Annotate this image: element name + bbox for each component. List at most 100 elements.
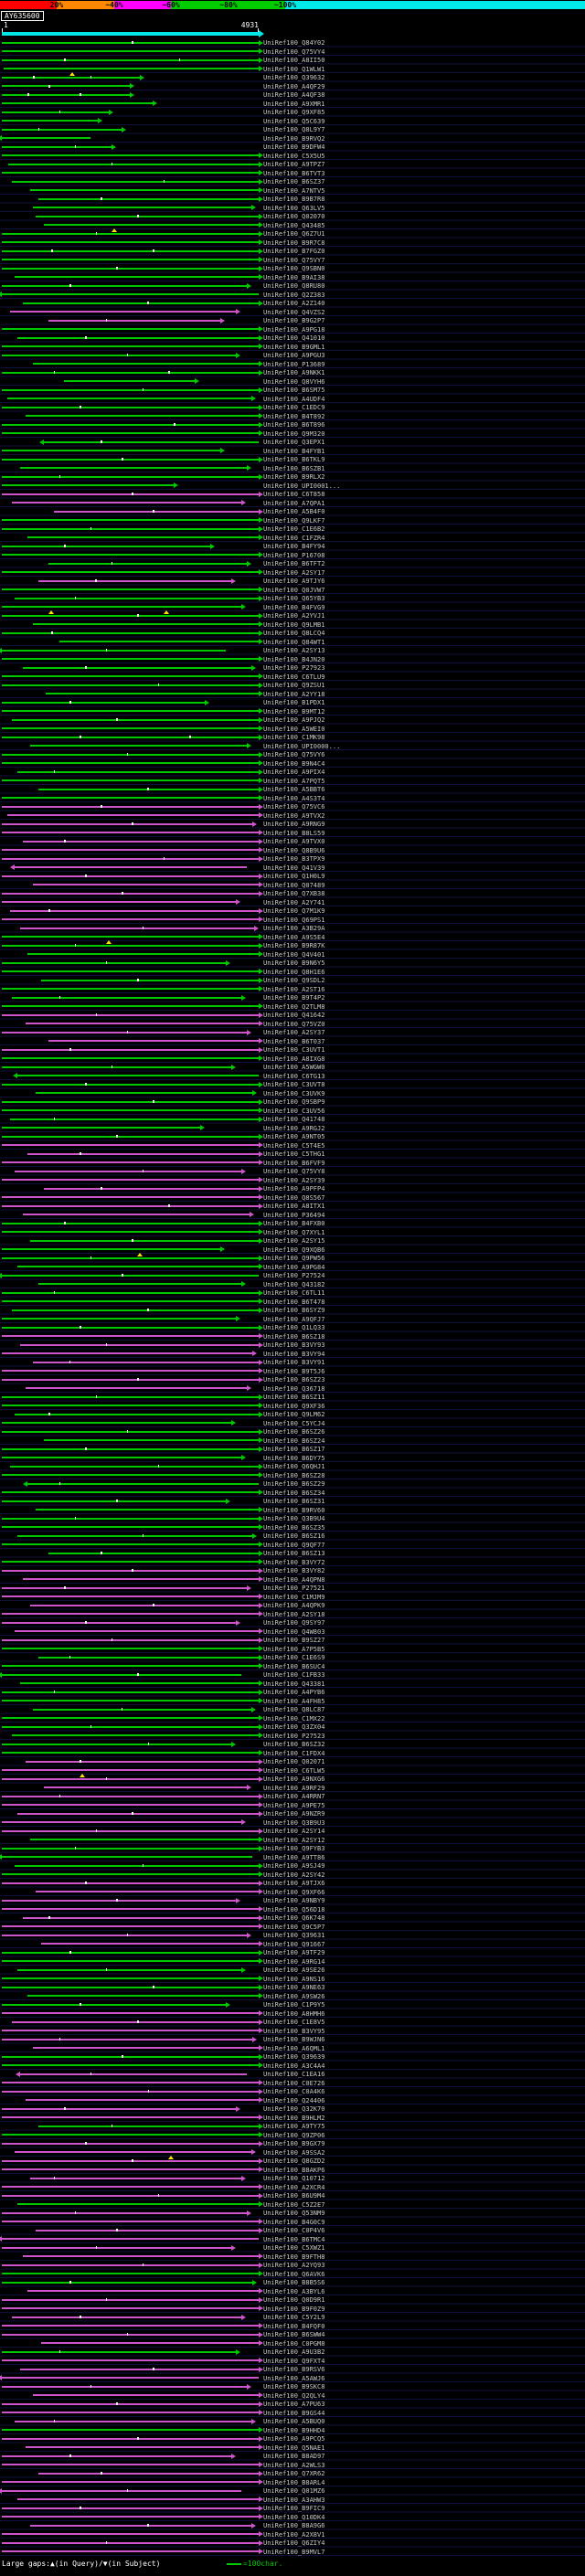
hit-bar[interactable]	[2, 2010, 263, 2016]
hit-bar[interactable]	[37, 786, 263, 792]
hit-label[interactable]: UniRef100_C3UVT8	[263, 1081, 325, 1088]
hit-label[interactable]: UniRef100_Q8RU80	[263, 282, 325, 290]
hit-label[interactable]: UniRef100_B6SM75	[263, 387, 325, 394]
hit-label[interactable]: UniRef100_A2X8V1	[263, 2530, 325, 2539]
hit-bar[interactable]	[33, 1359, 263, 1365]
hit-bar[interactable]	[2, 726, 263, 731]
hit-bar[interactable]	[2, 682, 263, 688]
hit-bar[interactable]	[2, 1976, 263, 1981]
hit-label[interactable]: UniRef100_A9PIX4	[263, 769, 325, 776]
hit-label[interactable]: UniRef100_B6SZ28	[263, 1471, 325, 1479]
hit-label[interactable]: UniRef100_B6SZ32	[263, 1741, 325, 1748]
hit-label[interactable]: UniRef100_A9RNG9	[263, 821, 325, 828]
hit-label[interactable]: UniRef100_C1P9Y5	[263, 2001, 325, 2009]
hit-label[interactable]: UniRef100_C5YCJ4	[263, 1419, 325, 1427]
hit-label[interactable]: UniRef100_Q9ZSU1	[263, 682, 325, 689]
hit-bar[interactable]	[2, 708, 263, 714]
hit-bar[interactable]	[15, 2418, 257, 2424]
hit-label[interactable]: UniRef100_Q9SY97	[263, 1619, 325, 1627]
hit-bar[interactable]	[2, 482, 178, 488]
hit-label[interactable]: UniRef100_C6TLU9	[263, 673, 325, 681]
hit-bar[interactable]	[2, 751, 263, 758]
hit-label[interactable]: UniRef100_Q9LKF7	[263, 516, 325, 525]
hit-label[interactable]: UniRef100_Q7XYL1	[263, 1228, 325, 1236]
hit-label[interactable]: UniRef100_Q1LQ33	[263, 1324, 325, 1331]
hit-label[interactable]: UniRef100_Q01MZ6	[263, 2487, 325, 2495]
hit-label[interactable]: UniRef100_A9RGJ2	[263, 1124, 325, 1132]
hit-bar[interactable]	[33, 621, 263, 627]
hit-bar[interactable]	[2, 282, 251, 289]
hit-label[interactable]: UniRef100_B9R7C8	[263, 239, 325, 247]
hit-label[interactable]: UniRef100_A7NTV5	[263, 186, 325, 195]
hit-label[interactable]: UniRef100_B6U9M4	[263, 2192, 325, 2200]
hit-label[interactable]: UniRef100_A9PFP4	[263, 1185, 325, 1193]
hit-bar[interactable]	[2, 1229, 263, 1235]
hit-label[interactable]: UniRef100_A7P5B5	[263, 1645, 325, 1653]
hit-bar[interactable]	[2, 760, 263, 766]
hit-bar[interactable]	[12, 2314, 247, 2320]
hit-bar[interactable]	[15, 1628, 263, 1634]
hit-bar[interactable]	[2, 1567, 263, 1574]
hit-label[interactable]: UniRef100_C1E6B2	[263, 525, 325, 533]
hit-bar[interactable]	[9, 1116, 263, 1122]
hit-bar[interactable]	[2, 1489, 263, 1495]
hit-label[interactable]: UniRef100_A9SSA2	[263, 2148, 325, 2157]
hit-bar[interactable]	[30, 1602, 263, 1608]
hit-label[interactable]: UniRef100_A2Z140	[263, 300, 325, 307]
hit-bar[interactable]	[46, 691, 263, 696]
hit-label[interactable]: UniRef100_C5XWZ1	[263, 2244, 325, 2252]
hit-label[interactable]: UniRef100_Q65YB3	[263, 595, 325, 602]
hit-bar[interactable]	[2, 1984, 263, 1990]
hit-label[interactable]: UniRef100_B4G0C9	[263, 2218, 325, 2226]
hit-label[interactable]: UniRef100_Q9XF85	[263, 109, 325, 116]
hit-bar[interactable]	[2, 2331, 263, 2337]
hit-bar[interactable]	[2, 959, 230, 966]
hit-label[interactable]: UniRef100_C1MJM9	[263, 1593, 325, 1601]
hit-label[interactable]: UniRef100_Q39632	[263, 74, 325, 81]
hit-bar[interactable]	[33, 361, 263, 366]
hit-bar[interactable]	[2, 404, 263, 410]
hit-label[interactable]: UniRef100_B9RLX2	[263, 473, 325, 481]
hit-label[interactable]: UniRef100_B6SZ11	[263, 1394, 325, 1401]
hit-bar[interactable]	[15, 274, 263, 280]
hit-bar[interactable]	[2, 569, 263, 575]
hit-label[interactable]: UniRef100_P13689	[263, 360, 325, 368]
hit-bar[interactable]	[12, 1307, 263, 1313]
hit-bar[interactable]	[2, 153, 263, 158]
hit-label[interactable]: UniRef100_Q5NAE1	[263, 2443, 325, 2452]
hit-label[interactable]: UniRef100_B6SYZ9	[263, 1307, 325, 1314]
hit-bar[interactable]	[2, 1003, 263, 1009]
hit-bar[interactable]	[2, 1773, 263, 1782]
hit-bar[interactable]	[2, 543, 215, 549]
hit-bar[interactable]	[43, 1437, 263, 1443]
hit-label[interactable]: UniRef100_Q6K748	[263, 1914, 325, 1922]
hit-bar[interactable]	[0, 647, 226, 653]
hit-label[interactable]: UniRef100_A9NZR9	[263, 1810, 325, 1818]
hit-label[interactable]: UniRef100_C1E8V5	[263, 2019, 325, 2026]
hit-bar[interactable]	[33, 205, 257, 210]
hit-label[interactable]: UniRef100_Q7M1K9	[263, 907, 325, 915]
hit-label[interactable]: UniRef100_Q7XR62	[263, 2470, 325, 2477]
hit-label[interactable]: UniRef100_C5X5U5	[263, 152, 325, 160]
hit-label[interactable]: UniRef100_Q6QHJ1	[263, 1463, 325, 1470]
hit-label[interactable]: UniRef100_Q6Z7U1	[263, 230, 325, 238]
hit-bar[interactable]	[37, 578, 236, 584]
hit-bar[interactable]	[2, 2184, 263, 2189]
hit-label[interactable]: UniRef100_B4FVG9	[263, 603, 325, 611]
hit-bar[interactable]	[9, 1463, 263, 1469]
hit-label[interactable]: UniRef100_Q2QLY4	[263, 2391, 325, 2400]
hit-label[interactable]: UniRef100_A8IXG8	[263, 1055, 325, 1063]
hit-bar[interactable]	[38, 439, 259, 445]
hit-label[interactable]: UniRef100_B6TKL9	[263, 456, 325, 463]
hit-label[interactable]: UniRef100_A2SY18	[263, 1610, 325, 1618]
hit-bar[interactable]	[36, 2227, 263, 2233]
hit-bar[interactable]	[17, 2201, 263, 2207]
hit-bar[interactable]	[2, 1698, 263, 1703]
hit-label[interactable]: UniRef100_Q5C639	[263, 117, 325, 125]
hit-label[interactable]: UniRef100_Q0JVW7	[263, 586, 325, 594]
hit-label[interactable]: UniRef100_Q07489	[263, 881, 325, 889]
hit-bar[interactable]	[2, 2105, 241, 2112]
hit-label[interactable]: UniRef100_B6SZ23	[263, 1376, 325, 1383]
hit-bar[interactable]	[2, 1246, 226, 1252]
hit-bar[interactable]	[37, 1654, 263, 1660]
